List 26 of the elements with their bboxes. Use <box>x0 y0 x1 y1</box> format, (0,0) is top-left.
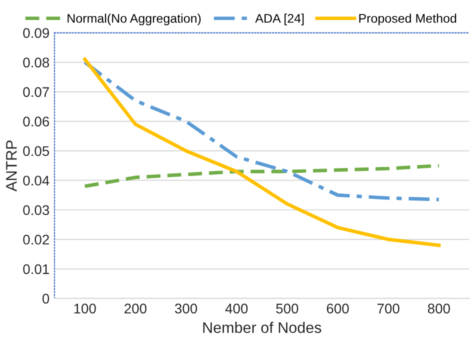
x-tick-label: 800 <box>428 304 450 314</box>
x-tick-label: 500 <box>276 304 298 314</box>
y-tick-label: 0.04 <box>23 176 50 186</box>
y-tick-label: 0.07 <box>23 87 49 97</box>
legend-label: ADA [24] <box>255 14 304 26</box>
y-tick-label: 0.09 <box>23 28 49 38</box>
y-tick-label: 0.03 <box>23 205 50 216</box>
x-axis-title: Nember of Nodes <box>203 322 322 334</box>
x-tick-label: 600 <box>326 304 349 314</box>
legend-label: Proposed Method <box>359 14 456 26</box>
y-tick-label: 0 <box>42 294 50 304</box>
y-axis-title: ANTRP <box>6 140 17 192</box>
x-tick-label: 700 <box>377 304 400 314</box>
x-tick-label: 200 <box>124 304 146 314</box>
y-tick-label: 0.08 <box>23 58 50 68</box>
y-tick-label: 0.01 <box>23 264 49 274</box>
x-tick-label: 100 <box>74 304 96 314</box>
y-tick-label: 0.06 <box>23 116 50 126</box>
y-tick-label: 0.05 <box>23 146 50 156</box>
legend-label: Normal(No Aggregation) <box>68 14 201 26</box>
x-tick-label: 400 <box>225 304 248 314</box>
line-series <box>83 60 441 202</box>
x-tick-label: 300 <box>174 304 198 314</box>
line-series <box>83 58 441 248</box>
line-series <box>83 164 441 188</box>
y-tick-label: 0.02 <box>23 234 49 245</box>
